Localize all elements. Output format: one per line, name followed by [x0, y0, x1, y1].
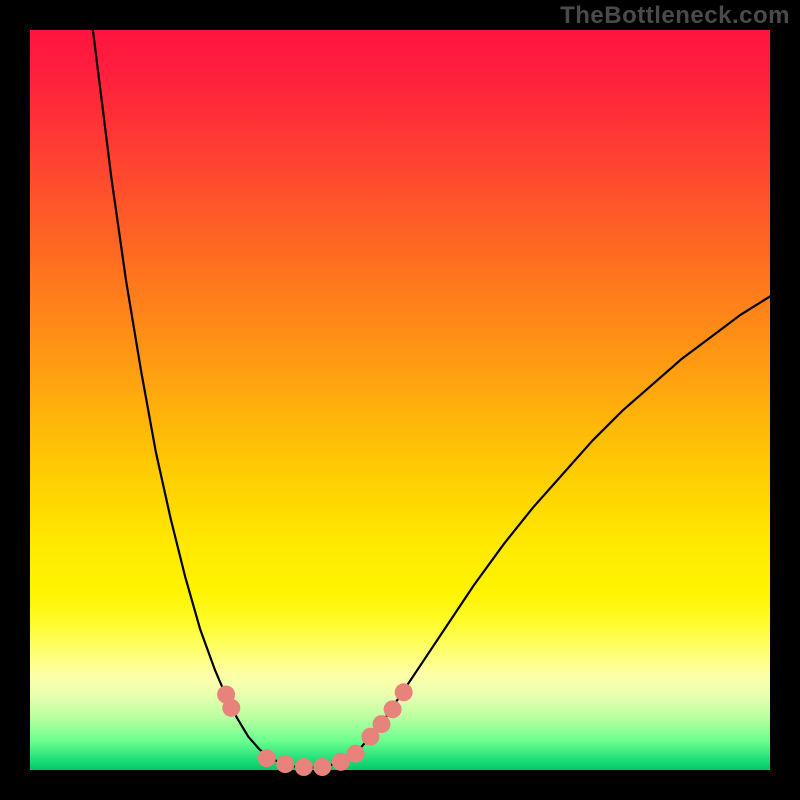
marker-point: [276, 755, 294, 773]
marker-point: [295, 758, 313, 776]
marker-point: [395, 683, 413, 701]
watermark-text: TheBottleneck.com: [560, 2, 790, 30]
marker-point: [373, 715, 391, 733]
marker-point: [222, 699, 240, 717]
marker-point: [347, 745, 365, 763]
gradient-background: [30, 30, 770, 770]
bottleneck-chart: [0, 0, 800, 800]
marker-point: [313, 758, 331, 776]
marker-point: [258, 749, 276, 767]
chart-frame: TheBottleneck.com: [0, 0, 800, 800]
marker-point: [384, 700, 402, 718]
